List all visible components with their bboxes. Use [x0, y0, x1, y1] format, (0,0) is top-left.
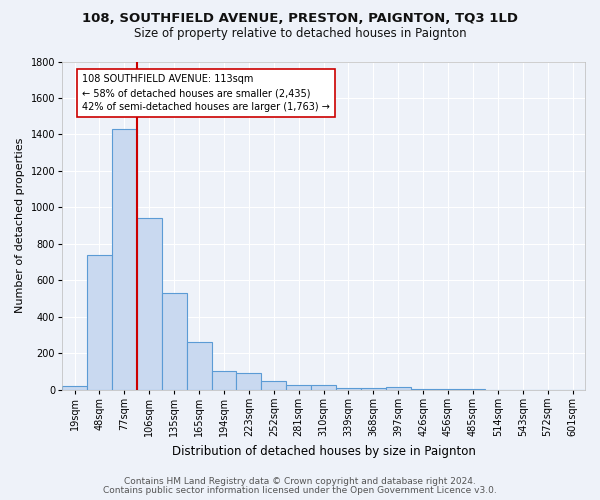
Text: Size of property relative to detached houses in Paignton: Size of property relative to detached ho… — [134, 28, 466, 40]
Bar — [286, 385, 311, 390]
Text: Contains public sector information licensed under the Open Government Licence v3: Contains public sector information licen… — [103, 486, 497, 495]
Bar — [311, 385, 336, 390]
Bar — [62, 386, 87, 390]
Bar — [236, 374, 262, 390]
Bar — [187, 342, 212, 390]
Bar — [162, 293, 187, 390]
Bar — [212, 370, 236, 390]
Bar — [336, 388, 361, 390]
Bar — [262, 380, 286, 390]
Bar — [137, 218, 162, 390]
Text: 108 SOUTHFIELD AVENUE: 113sqm
← 58% of detached houses are smaller (2,435)
42% o: 108 SOUTHFIELD AVENUE: 113sqm ← 58% of d… — [82, 74, 330, 112]
Bar — [411, 389, 436, 390]
Text: 108, SOUTHFIELD AVENUE, PRESTON, PAIGNTON, TQ3 1LD: 108, SOUTHFIELD AVENUE, PRESTON, PAIGNTO… — [82, 12, 518, 26]
Bar — [87, 255, 112, 390]
Bar — [361, 388, 386, 390]
Text: Contains HM Land Registry data © Crown copyright and database right 2024.: Contains HM Land Registry data © Crown c… — [124, 477, 476, 486]
Y-axis label: Number of detached properties: Number of detached properties — [15, 138, 25, 314]
Bar — [386, 387, 411, 390]
Bar — [112, 129, 137, 390]
Bar — [436, 389, 461, 390]
X-axis label: Distribution of detached houses by size in Paignton: Distribution of detached houses by size … — [172, 444, 476, 458]
